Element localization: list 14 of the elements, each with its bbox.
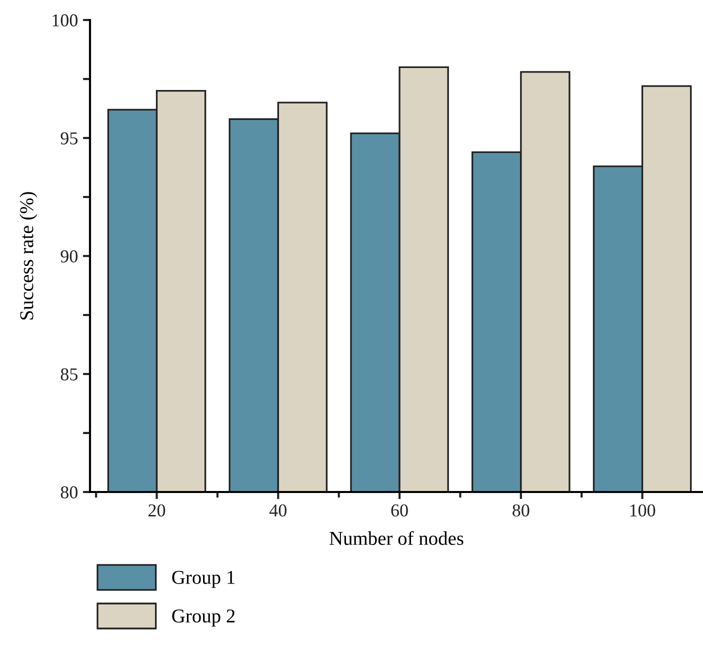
x-axis-title: Number of nodes [330,531,464,545]
y-tick-label: 90 [60,250,78,262]
y-axis-title: Success rate (%) [20,192,38,320]
x-tick-label: 40 [269,504,286,517]
y-tick-label: 80 [60,486,78,498]
y-tick-label: 85 [60,368,78,380]
legend-label: Group 2 [172,610,235,627]
y-tick-label: 95 [60,132,78,144]
x-tick-label: 80 [512,504,530,517]
x-tick-label: 60 [391,504,408,517]
legend-label: Group 1 [172,570,234,588]
x-tick-label: 20 [148,504,166,517]
y-tick-label: 100 [52,14,78,26]
x-tick-label: 100 [630,504,656,517]
